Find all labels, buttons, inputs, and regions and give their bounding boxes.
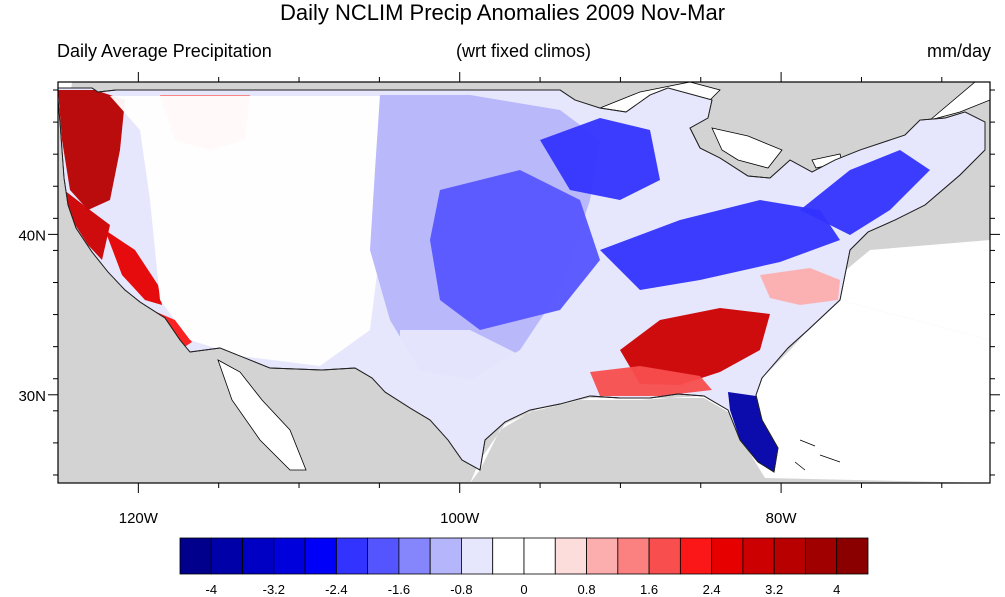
map-area	[58, 82, 990, 483]
anomaly-region-texas	[400, 330, 540, 460]
colorbar-swatch	[586, 537, 619, 575]
atlantic-ocean	[840, 240, 990, 340]
anomaly-region-northern-california-coast	[64, 190, 110, 260]
anomaly-region-florida	[728, 392, 778, 472]
x-tick-label: 120W	[119, 510, 159, 527]
gulf-of-mexico	[470, 300, 990, 483]
colorbar-label: -4	[205, 582, 217, 597]
anomaly-region-northeast	[800, 150, 930, 235]
colorbar-swatch	[836, 537, 869, 575]
subtitle-units: mm/day	[926, 41, 991, 61]
colorbar-swatch	[742, 537, 775, 575]
anomaly-region-great-basin	[110, 96, 380, 366]
subtitle-reference: (wrt fixed climos)	[455, 41, 591, 61]
colorbar-swatch	[273, 537, 306, 575]
colorbar-swatch	[304, 537, 337, 575]
colorbar-swatch	[523, 537, 556, 575]
colorbar-swatch	[242, 537, 275, 575]
colorbar-label: 0	[520, 582, 527, 597]
colorbar-label: 0.8	[578, 582, 596, 597]
colorbar-label: 4	[833, 582, 840, 597]
map-ticks: 120W 100W 80W 30N 40N	[18, 72, 1000, 527]
colorbar-label: -1.6	[388, 582, 410, 597]
colorbar-label: 2.4	[703, 582, 721, 597]
anomaly-region-gulf-coast	[590, 366, 712, 396]
colorbar-label: 3.2	[765, 582, 783, 597]
colorbar-label: -3.2	[263, 582, 285, 597]
colorbar-swatch	[773, 537, 806, 575]
map-title: Daily NCLIM Precip Anomalies 2009 Nov-Ma…	[279, 0, 726, 25]
anomaly-region-pacific-northwest-coast	[58, 90, 125, 210]
x-tick-label: 80W	[766, 510, 798, 527]
colorbar-swatch	[617, 537, 650, 575]
anomaly-region-upper-midwest	[540, 118, 660, 200]
us-coastline	[58, 87, 986, 473]
colorbar-swatch	[429, 537, 462, 575]
caribbean-islands	[794, 439, 841, 471]
colorbar-swatch	[648, 537, 681, 575]
colorbar-swatch	[335, 537, 369, 575]
anomaly-region-central-plains-core	[430, 170, 600, 330]
gulf-of-st-lawrence	[929, 82, 990, 121]
colorbar-label: -0.8	[450, 582, 472, 597]
lake-huron	[711, 127, 783, 169]
colorbar-swatch	[367, 537, 400, 575]
colorbar-swatch	[711, 537, 744, 575]
y-tick-label: 40N	[18, 227, 46, 244]
colorbar-swatch	[492, 537, 525, 575]
anomaly-region-ohio-valley	[600, 200, 840, 290]
colorbar-swatch	[398, 537, 431, 575]
subtitle-variable: Daily Average Precipitation	[57, 41, 272, 61]
colorbar-swatch	[805, 537, 838, 575]
anomaly-region-sierra-nevada	[105, 230, 162, 305]
colorbar: -4 -3.2 -2.4 -1.6 -0.8 0 0.8 1.6 2.4 3.2 4	[179, 537, 869, 597]
colorbar-label: 1.6	[640, 582, 658, 597]
anomaly-region-southeast-georgia	[620, 308, 770, 385]
y-tick-label: 30N	[18, 388, 46, 405]
colorbar-swatch	[179, 537, 212, 575]
gulf-of-california	[217, 359, 307, 471]
colorbar-swatch	[554, 537, 587, 575]
colorbar-label: -2.4	[325, 582, 347, 597]
colorbar-swatch	[679, 537, 713, 575]
anomaly-region-carolinas	[760, 268, 840, 305]
colorbar-swatch	[210, 537, 243, 575]
x-tick-label: 100W	[440, 510, 480, 527]
colorbar-swatch	[461, 537, 494, 575]
